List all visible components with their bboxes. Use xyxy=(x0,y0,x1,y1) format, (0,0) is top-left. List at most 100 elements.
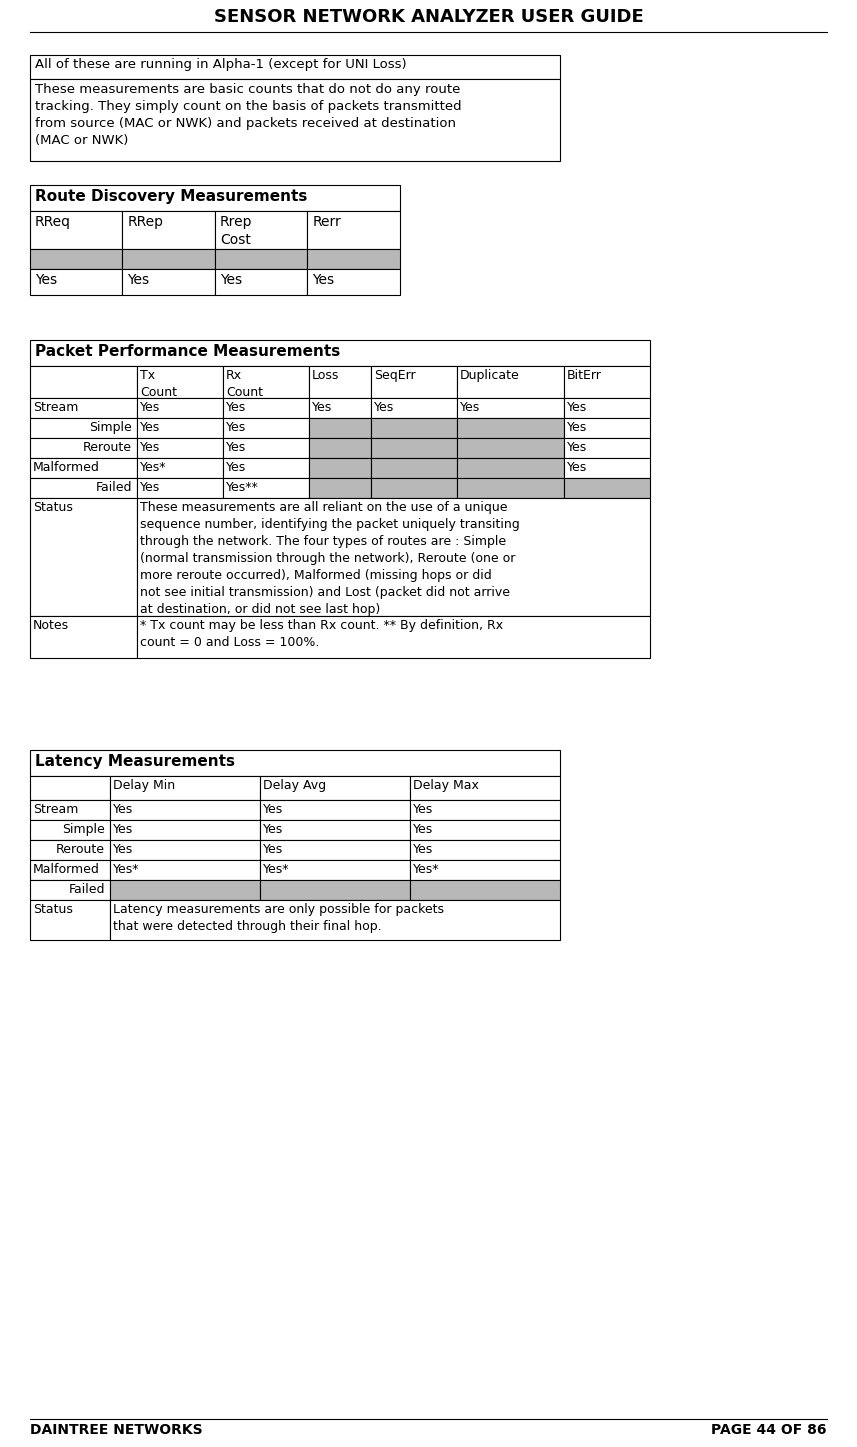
Text: Failed: Failed xyxy=(95,480,132,493)
Bar xyxy=(123,269,215,295)
Text: Delay Min: Delay Min xyxy=(113,778,175,792)
Text: * Tx count may be less than Rx count. ** By definition, Rx
count = 0 and Loss = : * Tx count may be less than Rx count. **… xyxy=(140,619,503,650)
Text: DAINTREE NETWORKS: DAINTREE NETWORKS xyxy=(30,1422,202,1437)
Bar xyxy=(30,800,110,820)
Bar xyxy=(223,366,309,398)
Bar xyxy=(410,776,560,800)
Bar xyxy=(223,478,309,498)
Bar xyxy=(564,438,650,459)
Bar xyxy=(223,438,309,459)
Text: Yes: Yes xyxy=(226,462,246,475)
Text: Yes: Yes xyxy=(220,273,243,287)
Text: Simple: Simple xyxy=(89,421,132,434)
Text: Yes*: Yes* xyxy=(263,862,290,875)
Text: PAGE 44 OF 86: PAGE 44 OF 86 xyxy=(711,1422,827,1437)
Bar xyxy=(123,249,215,269)
Bar xyxy=(564,459,650,478)
Text: Yes: Yes xyxy=(128,273,150,287)
Bar xyxy=(457,478,564,498)
Bar xyxy=(30,459,137,478)
Bar xyxy=(371,438,457,459)
Bar xyxy=(110,860,260,880)
Bar xyxy=(223,398,309,418)
Bar xyxy=(309,438,371,459)
Bar xyxy=(30,398,137,418)
Text: These measurements are all reliant on the use of a unique
sequence number, ident: These measurements are all reliant on th… xyxy=(140,501,519,616)
Text: Yes: Yes xyxy=(226,441,246,454)
Text: Rrep
Cost: Rrep Cost xyxy=(220,216,253,247)
Bar xyxy=(308,249,400,269)
Bar xyxy=(30,820,110,841)
Bar xyxy=(260,860,410,880)
Text: Loss: Loss xyxy=(312,369,339,382)
Text: Stream: Stream xyxy=(33,803,78,816)
Bar xyxy=(260,841,410,860)
Bar xyxy=(110,900,560,941)
Bar xyxy=(110,776,260,800)
Text: Packet Performance Measurements: Packet Performance Measurements xyxy=(35,344,340,359)
Bar xyxy=(30,366,137,398)
Bar xyxy=(410,841,560,860)
Text: Yes: Yes xyxy=(226,401,246,414)
Text: Yes*: Yes* xyxy=(113,862,140,875)
Bar xyxy=(371,478,457,498)
Text: Route Discovery Measurements: Route Discovery Measurements xyxy=(35,190,308,204)
Bar xyxy=(30,900,110,941)
Text: SeqErr: SeqErr xyxy=(375,369,416,382)
Text: Reroute: Reroute xyxy=(56,844,105,857)
Bar xyxy=(30,211,123,249)
Text: Yes: Yes xyxy=(263,803,284,816)
Text: RRep: RRep xyxy=(128,216,164,229)
Bar xyxy=(564,418,650,438)
Text: Notes: Notes xyxy=(33,619,69,632)
Bar xyxy=(110,820,260,841)
Bar xyxy=(215,269,308,295)
Bar xyxy=(30,616,137,658)
Text: Failed: Failed xyxy=(69,883,105,896)
Bar xyxy=(30,80,560,161)
Bar xyxy=(457,366,564,398)
Text: Yes**: Yes** xyxy=(226,480,259,493)
Text: Delay Avg: Delay Avg xyxy=(263,778,327,792)
Text: Yes: Yes xyxy=(140,480,160,493)
Text: Delay Max: Delay Max xyxy=(413,778,479,792)
Text: Reroute: Reroute xyxy=(83,441,132,454)
Bar xyxy=(30,478,137,498)
Text: Yes: Yes xyxy=(413,823,434,836)
Bar xyxy=(371,459,457,478)
Bar xyxy=(260,820,410,841)
Bar xyxy=(410,880,560,900)
Text: Malformed: Malformed xyxy=(33,462,100,475)
Bar xyxy=(410,820,560,841)
Text: SENSOR NETWORK ANALYZER USER GUIDE: SENSOR NETWORK ANALYZER USER GUIDE xyxy=(213,9,644,26)
Bar xyxy=(308,269,400,295)
Bar xyxy=(137,418,223,438)
Bar xyxy=(30,340,650,366)
Text: Yes: Yes xyxy=(413,803,434,816)
Bar xyxy=(309,478,371,498)
Text: Latency Measurements: Latency Measurements xyxy=(35,754,235,768)
Bar xyxy=(410,860,560,880)
Bar xyxy=(137,438,223,459)
Bar xyxy=(309,366,371,398)
Text: Yes: Yes xyxy=(413,844,434,857)
Text: Duplicate: Duplicate xyxy=(460,369,520,382)
Text: Yes*: Yes* xyxy=(140,462,166,475)
Text: Yes: Yes xyxy=(313,273,334,287)
Bar xyxy=(30,776,110,800)
Bar xyxy=(215,211,308,249)
Text: Yes: Yes xyxy=(113,803,133,816)
Bar xyxy=(260,880,410,900)
Bar xyxy=(371,418,457,438)
Bar xyxy=(137,366,223,398)
Bar xyxy=(308,211,400,249)
Text: Yes: Yes xyxy=(226,421,246,434)
Bar xyxy=(30,55,560,80)
Bar xyxy=(309,459,371,478)
Bar xyxy=(30,880,110,900)
Bar xyxy=(30,750,560,776)
Text: Latency measurements are only possible for packets
that were detected through th: Latency measurements are only possible f… xyxy=(113,903,444,933)
Text: Yes: Yes xyxy=(140,401,160,414)
Text: Yes: Yes xyxy=(140,441,160,454)
Text: Yes: Yes xyxy=(35,273,57,287)
